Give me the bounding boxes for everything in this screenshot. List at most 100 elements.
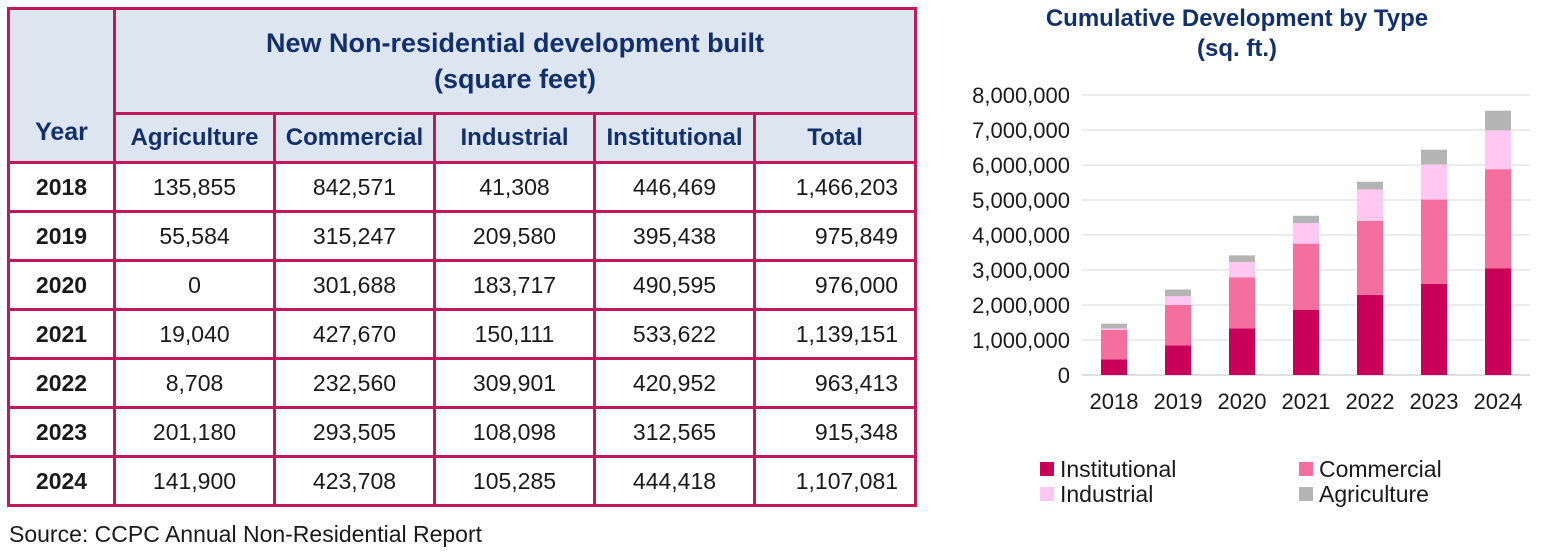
bar-agriculture-2018 — [1101, 323, 1127, 329]
bar-agriculture-2024 — [1485, 110, 1511, 131]
table-row: 2020 0 301,688 183,717 490,595 976,000 — [7, 259, 918, 311]
bar-institutional-2018 — [1101, 359, 1127, 375]
value-cell-industrial: 309,901 — [433, 357, 596, 409]
value-cell-commercial: 315,247 — [273, 210, 436, 262]
y-tick-label: 7,000,000 — [972, 118, 1070, 143]
table-row: 2021 19,040 427,670 150,111 533,622 1,139,151 — [7, 308, 918, 360]
value-cell-total: 1,466,203 — [752, 161, 918, 213]
value-cell-institutional: 395,438 — [593, 210, 756, 262]
year-cell: 2024 — [7, 455, 116, 507]
value-cell-industrial: 150,111 — [433, 308, 596, 360]
legend-label: Industrial — [1060, 481, 1154, 507]
table-main-header: New Non-residential development built (s… — [112, 7, 918, 115]
legend-swatch — [1040, 462, 1054, 476]
legend-item-institutional: Institutional — [1040, 456, 1176, 483]
bar-commercial-2019 — [1165, 305, 1191, 346]
value-cell-commercial: 842,571 — [273, 161, 436, 213]
value-cell-total: 963,413 — [752, 357, 918, 409]
year-cell: 2018 — [7, 161, 116, 213]
column-header-institutional: Institutional — [593, 112, 756, 164]
value-cell-agriculture: 141,900 — [113, 455, 276, 507]
bar-industrial-2022 — [1357, 189, 1383, 221]
legend-swatch — [1299, 462, 1313, 476]
value-cell-agriculture: 201,180 — [113, 406, 276, 458]
x-tick-label: 2022 — [1346, 389, 1395, 414]
year-cell: 2020 — [7, 259, 116, 311]
value-cell-total: 975,849 — [752, 210, 918, 262]
chart-title-line1: Cumulative Development by Type — [1045, 5, 1429, 32]
bar-commercial-2023 — [1421, 199, 1447, 285]
chart-title-line2: (sq. ft.) — [1197, 35, 1277, 62]
y-tick-label: 3,000,000 — [972, 258, 1070, 283]
legend-item-agriculture: Agriculture — [1299, 481, 1429, 508]
table-row: 2022 8,708 232,560 309,901 420,952 963,413 — [7, 357, 918, 409]
table-row: 2019 55,584 315,247 209,580 395,438 975,849 — [7, 210, 918, 262]
legend-label: Institutional — [1060, 456, 1177, 482]
y-tick-label: 6,000,000 — [972, 153, 1070, 178]
x-tick-label: 2024 — [1474, 389, 1523, 414]
bar-industrial-2019 — [1165, 296, 1191, 306]
x-tick-label: 2018 — [1090, 389, 1139, 414]
value-cell-agriculture: 19,040 — [113, 308, 276, 360]
x-tick-label: 2023 — [1410, 389, 1459, 414]
year-cell: 2023 — [7, 406, 116, 458]
chart-legend: Institutional Commercial Industrial Agricul… — [1040, 456, 1540, 512]
y-tick-label: 0 — [1058, 363, 1070, 388]
bar-commercial-2021 — [1293, 243, 1319, 310]
legend-item-commercial: Commercial — [1299, 456, 1442, 483]
value-cell-institutional: 490,595 — [593, 259, 756, 311]
value-cell-industrial: 41,308 — [433, 161, 596, 213]
bar-agriculture-2019 — [1165, 289, 1191, 297]
bar-industrial-2018 — [1101, 328, 1127, 330]
stacked-bar-chart: 0 1,000,000 2,000,000 3,000,000 4,000,000 5,0… — [972, 83, 1530, 414]
chart-title: Cumulative Development by Type (sq. ft.) — [960, 4, 1514, 64]
x-tick-label: 2021 — [1282, 389, 1331, 414]
value-cell-commercial: 301,688 — [273, 259, 436, 311]
column-header-industrial: Industrial — [433, 112, 596, 164]
value-cell-industrial: 209,580 — [433, 210, 596, 262]
bar-commercial-2020 — [1229, 277, 1255, 329]
y-tick-label: 5,000,000 — [972, 188, 1070, 213]
legend-swatch — [1299, 487, 1313, 501]
value-cell-agriculture: 55,584 — [113, 210, 276, 262]
bar-agriculture-2020 — [1229, 255, 1255, 263]
x-tick-label: 2019 — [1154, 389, 1203, 414]
value-cell-commercial: 423,708 — [273, 455, 436, 507]
y-tick-label: 1,000,000 — [972, 328, 1070, 353]
value-cell-industrial: 108,098 — [433, 406, 596, 458]
y-tick-label: 8,000,000 — [972, 83, 1070, 108]
source-note: Source: CCPC Annual Non-Residential Repo… — [9, 521, 483, 547]
table-row: 2024 141,900 423,708 105,285 444,418 1,107,08… — [7, 455, 918, 507]
column-header-total: Total — [752, 112, 918, 164]
value-cell-commercial: 232,560 — [273, 357, 436, 409]
column-header-commercial: Commercial — [273, 112, 436, 164]
year-cell: 2022 — [7, 357, 116, 409]
value-cell-institutional: 446,469 — [593, 161, 756, 213]
bar-agriculture-2022 — [1357, 181, 1383, 190]
value-cell-institutional: 312,565 — [593, 406, 756, 458]
value-cell-agriculture: 8,708 — [113, 357, 276, 409]
legend-swatch — [1040, 487, 1054, 501]
value-cell-commercial: 293,505 — [273, 406, 436, 458]
legend-item-industrial: Industrial — [1040, 481, 1153, 508]
bar-commercial-2024 — [1485, 169, 1511, 269]
development-table-container: Year New Non-residential development bui… — [7, 7, 918, 507]
bar-institutional-2019 — [1165, 345, 1191, 375]
table-title-line2: (square feet) — [434, 64, 597, 94]
table-body: 2018 135,855 842,571 41,308 446,469 1,466,203… — [7, 161, 918, 507]
bar-agriculture-2023 — [1421, 149, 1447, 165]
value-cell-institutional: 444,418 — [593, 455, 756, 507]
year-cell: 2021 — [7, 308, 116, 360]
bar-institutional-2024 — [1485, 268, 1511, 375]
bar-agriculture-2021 — [1293, 215, 1319, 224]
bar-institutional-2021 — [1293, 309, 1319, 375]
bar-commercial-2022 — [1357, 220, 1383, 295]
y-tick-label: 2,000,000 — [972, 293, 1070, 318]
bar-industrial-2021 — [1293, 223, 1319, 244]
table-title-line1: New Non-residential development built — [265, 28, 765, 58]
value-cell-institutional: 420,952 — [593, 357, 756, 409]
value-cell-industrial: 183,717 — [433, 259, 596, 311]
column-header-agriculture: Agriculture — [113, 112, 276, 164]
bar-industrial-2023 — [1421, 164, 1447, 200]
value-cell-total: 1,107,081 — [752, 455, 918, 507]
